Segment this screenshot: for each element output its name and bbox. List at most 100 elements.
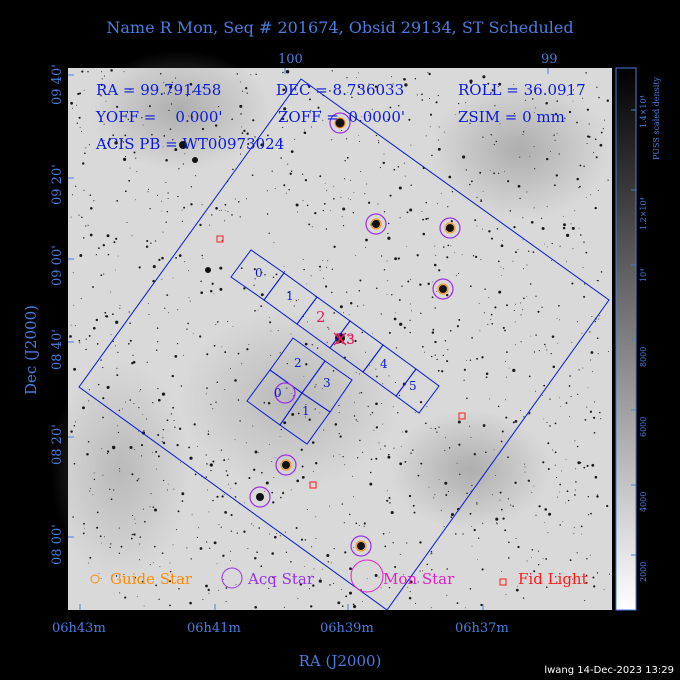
field-star [348,591,353,595]
field-star [585,251,588,254]
field-star [473,528,476,532]
field-star [476,116,478,118]
field-star [431,296,434,299]
field-star [466,83,467,85]
field-star [568,385,571,387]
field-star [140,455,143,457]
field-star [500,508,503,511]
field-star [579,164,582,167]
field-star [469,359,472,361]
field-star [280,496,282,499]
field-star [301,465,304,468]
ra-tick-0: 06h43m [52,621,106,636]
field-star [397,104,400,107]
field-star [209,547,211,549]
field-star [585,197,587,198]
field-star [469,81,473,84]
field-star [572,578,573,580]
field-star [157,434,160,436]
field-star [469,285,472,288]
field-star [493,172,495,175]
field-star [482,522,484,524]
field-star [109,488,111,490]
field-star [394,381,397,384]
field-star [227,483,229,485]
field-star [446,360,449,363]
field-star [417,474,420,477]
field-star [282,71,284,74]
field-star [205,584,208,588]
field-star [201,127,205,131]
field-star [387,232,389,235]
footer-timestamp: lwang 14-Dec-2023 13:29 [544,665,674,676]
field-star [142,124,144,126]
field-star [135,523,136,524]
field-star [139,543,141,545]
field-star [321,387,323,389]
chip-label-s2: 2 [316,308,326,326]
field-star [70,324,72,326]
x-axis-title: RA (J2000) [298,652,382,670]
field-star [263,490,265,492]
field-star [331,291,333,294]
field-star [517,184,521,188]
field-star [397,166,400,168]
field-star [380,587,382,589]
field-star [552,449,554,451]
field-star [254,556,257,560]
field-star [326,341,328,343]
field-star [369,471,372,474]
field-star [427,217,429,220]
field-star [216,495,219,498]
field-star [223,493,225,495]
field-star [333,198,335,200]
field-star [567,499,570,502]
field-star [101,448,103,450]
field-star [533,146,535,147]
field-star [296,211,298,213]
field-star [394,257,398,261]
field-star [463,379,465,381]
field-star [230,550,232,552]
field-star [172,544,174,546]
field-star [151,133,153,136]
field-star [593,585,596,588]
field-star [344,160,346,162]
field-star [202,599,204,600]
field-star [241,363,243,365]
field-star [388,331,391,334]
field-star [178,254,182,257]
field-star [319,110,322,113]
field-star [541,395,543,397]
field-star [225,600,227,602]
field-star [314,461,318,465]
nebula-patch [390,410,550,530]
field-star [413,511,416,514]
field-star [327,260,329,262]
field-star [504,329,506,332]
field-star [340,196,342,198]
field-star [375,426,379,429]
field-star [172,139,174,141]
field-star [501,274,503,276]
field-star [534,107,536,109]
field-star [363,304,365,306]
field-star [308,85,311,88]
field-star [569,375,571,377]
field-star [422,232,426,236]
field-star [273,241,275,243]
field-star [494,306,497,309]
field-star [582,97,584,99]
field-star [395,347,398,349]
field-star [533,485,535,487]
field-star [437,94,439,97]
field-star [431,355,433,358]
field-star [246,348,249,351]
field-star [302,200,304,202]
field-star [501,570,503,572]
field-star [379,167,381,169]
field-star [131,473,134,476]
field-star [437,369,440,372]
field-star [201,254,203,257]
field-star [312,584,315,587]
